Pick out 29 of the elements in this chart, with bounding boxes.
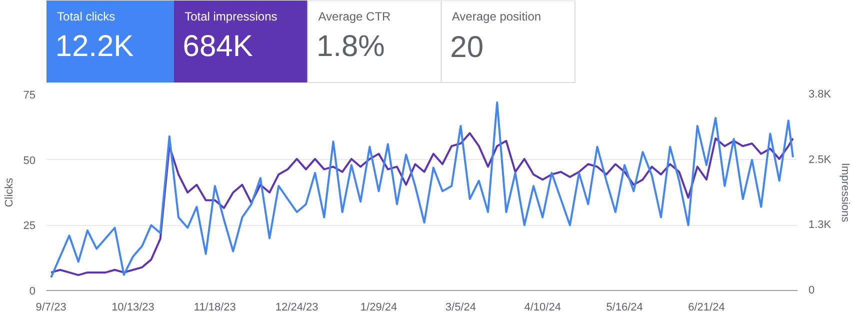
text: 1.8%: [316, 30, 385, 63]
x-tick-label: 3/5/24: [445, 302, 476, 314]
text: Total impressions: [184, 10, 278, 24]
y2-tick-label: 1.3K: [808, 219, 832, 232]
x-tick-label: 4/10/24: [524, 302, 561, 314]
x-tick-label: 5/16/24: [606, 302, 643, 314]
y2-tick-label: 3.8K: [808, 88, 832, 100]
text: Average position: [452, 10, 542, 24]
text: 12.2K: [55, 30, 134, 63]
line-series: [50, 101, 794, 278]
y-tick-label: 50: [23, 154, 36, 167]
y2-tick-label: 2.5K: [808, 154, 832, 166]
text: Total clicks: [57, 10, 116, 24]
text: Average CTR: [318, 10, 392, 24]
text: 20: [450, 31, 484, 64]
x-tick-label: 10/13/23: [112, 302, 154, 314]
x-tick-label: 1/29/24: [360, 302, 398, 314]
y-tick-label: 0: [29, 286, 36, 298]
x-tick-label: 6/21/24: [688, 302, 725, 314]
text: 684K: [182, 30, 253, 63]
x-tick-label: 12/24/23: [275, 302, 318, 314]
x-tick-label: 11/18/23: [194, 302, 236, 314]
y-tick-label: 75: [23, 90, 36, 102]
y2-tick-label: 0: [808, 284, 815, 296]
y-tick-label: 25: [23, 220, 36, 232]
y2-axis-title: Impressions: [839, 162, 852, 223]
x-tick-label: 9/7/23: [36, 302, 66, 314]
y-axis-title: Clicks: [3, 177, 16, 208]
line-series: [50, 132, 794, 276]
